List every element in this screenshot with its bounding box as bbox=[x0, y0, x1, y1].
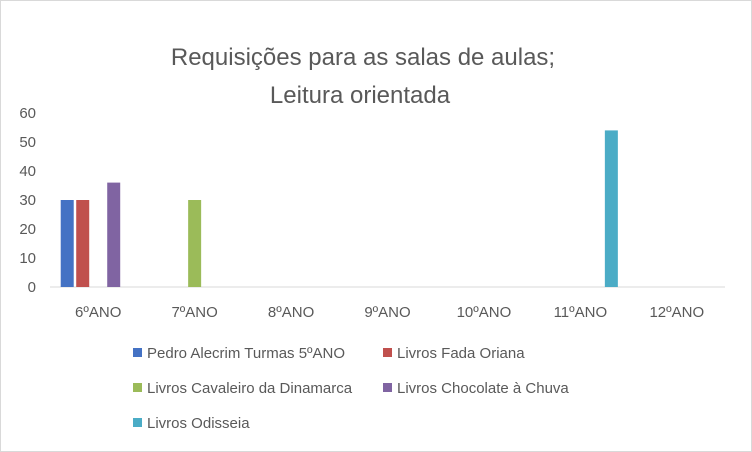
bar bbox=[60, 200, 74, 287]
y-tick-label: 0 bbox=[28, 279, 36, 296]
y-tick-label: 60 bbox=[19, 105, 36, 122]
y-tick-label: 40 bbox=[19, 163, 36, 180]
legend-label: Livros Chocolate à Chuva bbox=[397, 380, 569, 397]
legend-label: Pedro Alecrim Turmas 5ºANO bbox=[147, 345, 345, 362]
y-tick-label: 30 bbox=[19, 192, 36, 209]
legend-swatch bbox=[383, 348, 392, 357]
chart-title-line-1: Requisições para as salas de aulas; bbox=[171, 44, 555, 71]
bar bbox=[604, 130, 618, 287]
legend-label: Livros Cavaleiro da Dinamarca bbox=[147, 380, 353, 397]
y-tick-label: 50 bbox=[19, 134, 36, 151]
legend: Pedro Alecrim Turmas 5ºANO Livros Fada Or… bbox=[133, 345, 569, 432]
bar bbox=[188, 200, 202, 287]
chart-title-line-2: Leitura orientada bbox=[270, 82, 451, 109]
legend-label: Livros Fada Oriana bbox=[397, 345, 525, 362]
legend-swatch bbox=[383, 383, 392, 392]
legend-swatch bbox=[133, 348, 142, 357]
bar bbox=[76, 200, 90, 287]
x-tick-label: 6ºANO bbox=[75, 304, 121, 321]
x-tick-label: 10ºANO bbox=[457, 304, 512, 321]
y-tick-label: 20 bbox=[19, 221, 36, 238]
x-tick-label: 9ºANO bbox=[364, 304, 410, 321]
legend-label: Livros Odisseia bbox=[147, 415, 250, 432]
legend-swatch bbox=[133, 383, 142, 392]
x-axis: 6ºANO 7ºANO 8ºANO 9ºANO 10ºANO 11ºANO 12ºANO bbox=[50, 286, 725, 321]
y-tick-label: 10 bbox=[19, 250, 36, 267]
y-axis: 0 10 20 30 40 50 60 bbox=[19, 105, 36, 296]
legend-swatch bbox=[133, 418, 142, 427]
x-tick-label: 12ºANO bbox=[649, 304, 704, 321]
bar bbox=[107, 182, 121, 287]
x-tick-label: 11ºANO bbox=[554, 304, 608, 321]
x-tick-label: 8ºANO bbox=[268, 304, 314, 321]
bars bbox=[60, 130, 618, 287]
x-tick-label: 7ºANO bbox=[171, 304, 217, 321]
